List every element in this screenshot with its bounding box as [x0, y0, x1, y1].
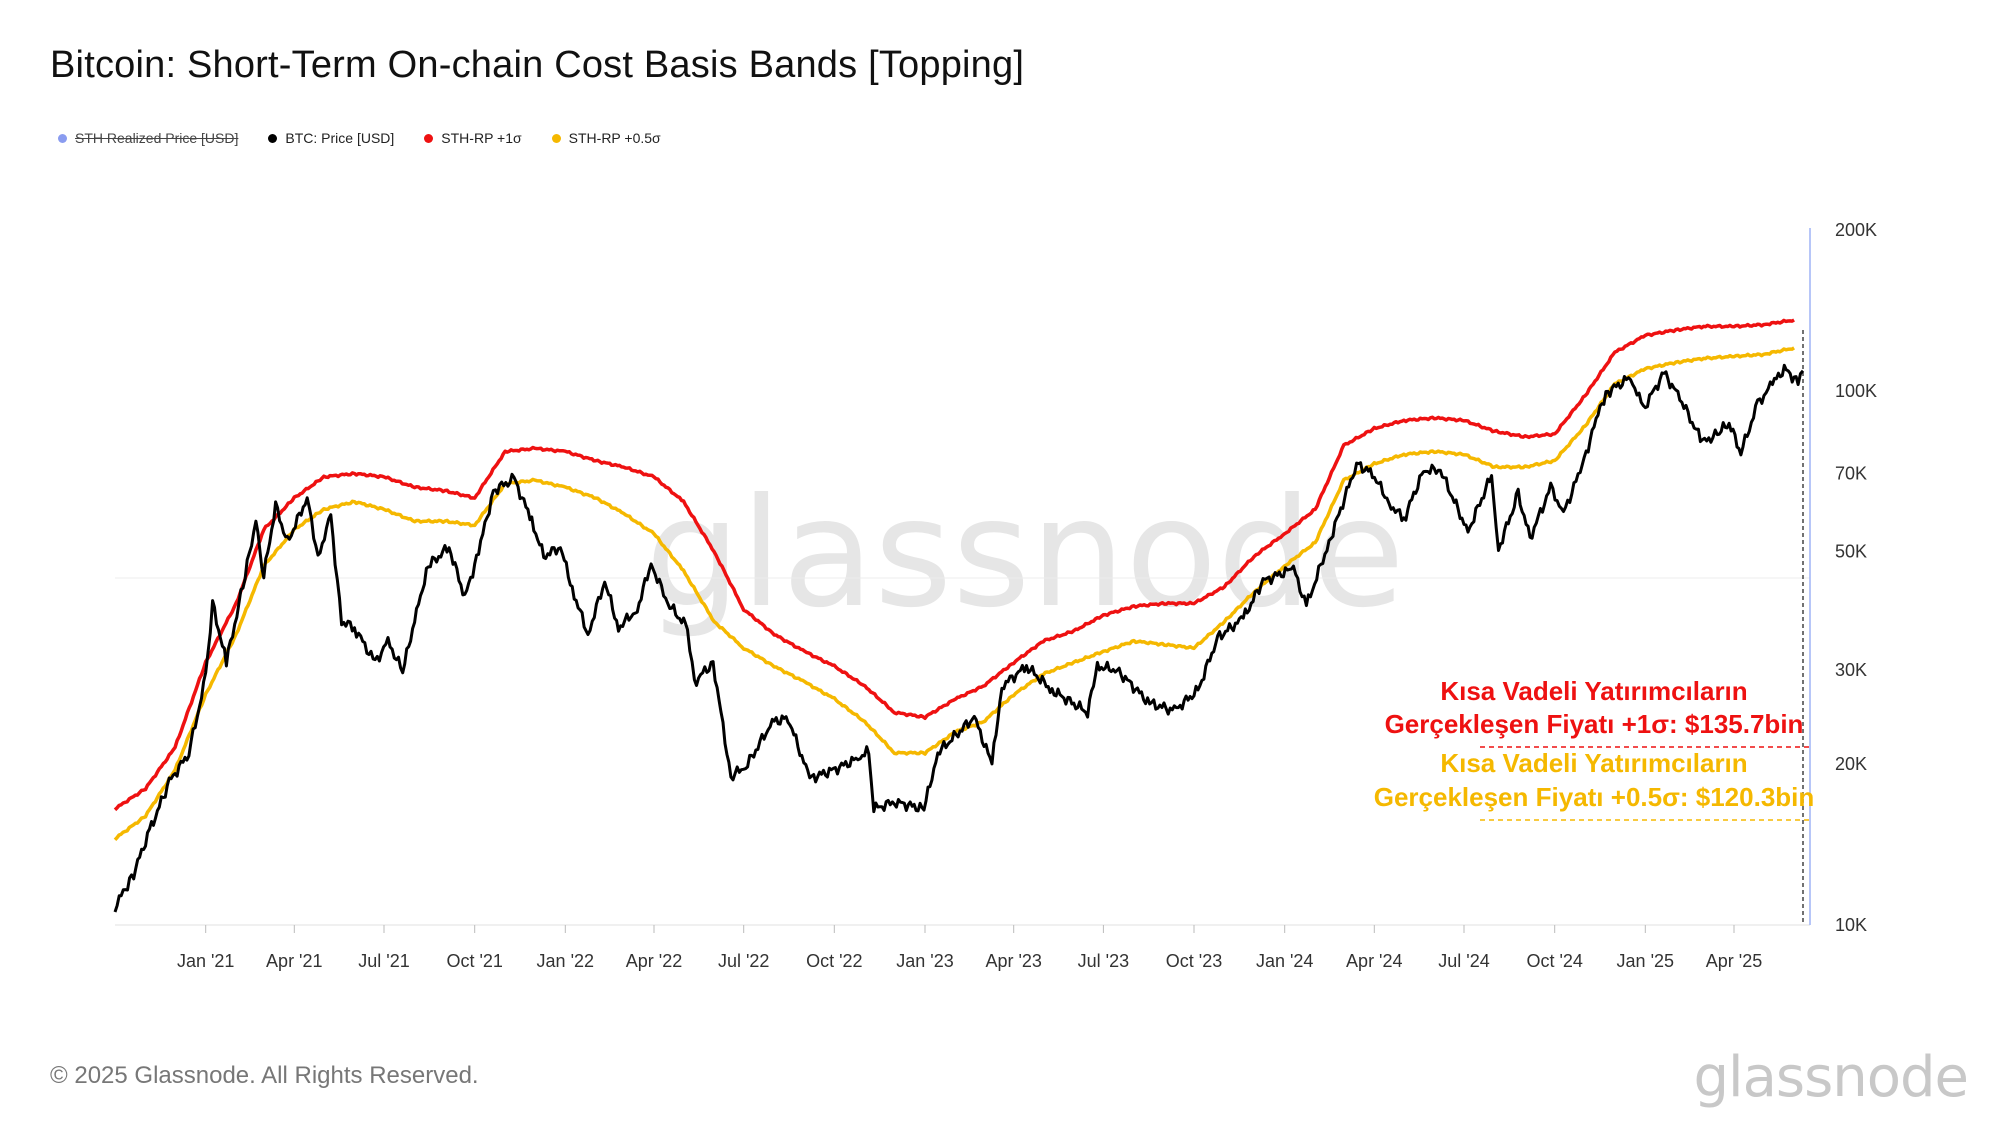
- x-tick-label: Jul '24: [1438, 951, 1489, 971]
- legend-item-sth-rp-half-sigma[interactable]: STH-RP +0.5σ: [551, 130, 661, 146]
- x-tick-label: Oct '24: [1526, 951, 1582, 971]
- x-tick-label: Jul '22: [718, 951, 769, 971]
- x-tick-label: Oct '23: [1166, 951, 1222, 971]
- x-tick-label: Jan '21: [177, 951, 234, 971]
- x-tick-label: Jul '23: [1078, 951, 1129, 971]
- series-line-sth-rp-1-: [113, 318, 1795, 812]
- x-tick-label: Apr '25: [1706, 951, 1762, 971]
- x-tick-label: Apr '21: [266, 951, 322, 971]
- x-tick-label: Apr '22: [626, 951, 682, 971]
- y-tick-label: 10K: [1835, 915, 1867, 935]
- y-tick-label: 30K: [1835, 660, 1867, 680]
- series-line-btc-price-usd-: [113, 363, 1805, 913]
- chart-title: Bitcoin: Short-Term On-chain Cost Basis …: [50, 44, 1025, 86]
- x-tick-label: Jan '22: [537, 951, 594, 971]
- x-tick-label: Apr '23: [985, 951, 1041, 971]
- annotation-red-line1: Kısa Vadeli Yatırımcıların: [1440, 676, 1747, 706]
- x-tick-label: Oct '21: [446, 951, 502, 971]
- legend-item-sth-rp-1sigma[interactable]: STH-RP +1σ: [424, 130, 522, 146]
- legend-item-sth-realized-price[interactable]: STH Realized Price [USD]: [58, 130, 238, 146]
- y-tick-label: 20K: [1835, 754, 1867, 774]
- chart-watermark: glassnode: [645, 467, 1404, 641]
- legend-dot-icon: [268, 133, 278, 143]
- footer-copyright: © 2025 Glassnode. All Rights Reserved.: [50, 1062, 479, 1089]
- x-tick-label: Jul '21: [358, 951, 409, 971]
- legend-item-btc-price[interactable]: BTC: Price [USD]: [268, 130, 394, 146]
- legend-label: STH-RP +1σ: [441, 130, 522, 146]
- y-tick-label: 200K: [1835, 220, 1877, 240]
- legend-dot-icon: [58, 133, 67, 143]
- annotation-yellow-line2: Gerçekleşen Fiyatı +0.5σ: $120.3bin: [1374, 782, 1815, 812]
- legend: STH Realized Price [USD] BTC: Price [USD…: [58, 128, 661, 148]
- y-axis-ticks: 200K 100K 70K 50K 30K 20K 10K: [1835, 220, 1877, 935]
- legend-dot-icon: [424, 133, 434, 143]
- x-tick-label: Apr '24: [1346, 951, 1402, 971]
- y-tick-label: 100K: [1835, 381, 1877, 401]
- legend-label: BTC: Price [USD]: [285, 130, 395, 146]
- y-tick-label: 70K: [1835, 464, 1867, 484]
- x-tick-label: Jan '25: [1617, 951, 1674, 971]
- legend-label: STH-RP +0.5σ: [568, 130, 661, 146]
- footer-brand-logo: glassnode: [1693, 1045, 1969, 1110]
- x-tick-label: Oct '22: [806, 951, 862, 971]
- y-tick-label: 50K: [1835, 542, 1867, 562]
- x-axis-ticks: Jan '21 Apr '21 Jul '21 Oct '21 Jan '22 Apr '…: [177, 925, 1762, 971]
- annotation-yellow-line1: Kısa Vadeli Yatırımcıların: [1440, 748, 1747, 778]
- annotation-red-line2: Gerçekleşen Fiyatı +1σ: $135.7bin: [1385, 709, 1804, 739]
- series-layer: [113, 318, 1805, 913]
- legend-label: STH Realized Price [USD]: [75, 130, 239, 146]
- x-tick-label: Jan '24: [1256, 951, 1313, 971]
- legend-dot-icon: [551, 133, 561, 143]
- x-tick-label: Jan '23: [896, 951, 953, 971]
